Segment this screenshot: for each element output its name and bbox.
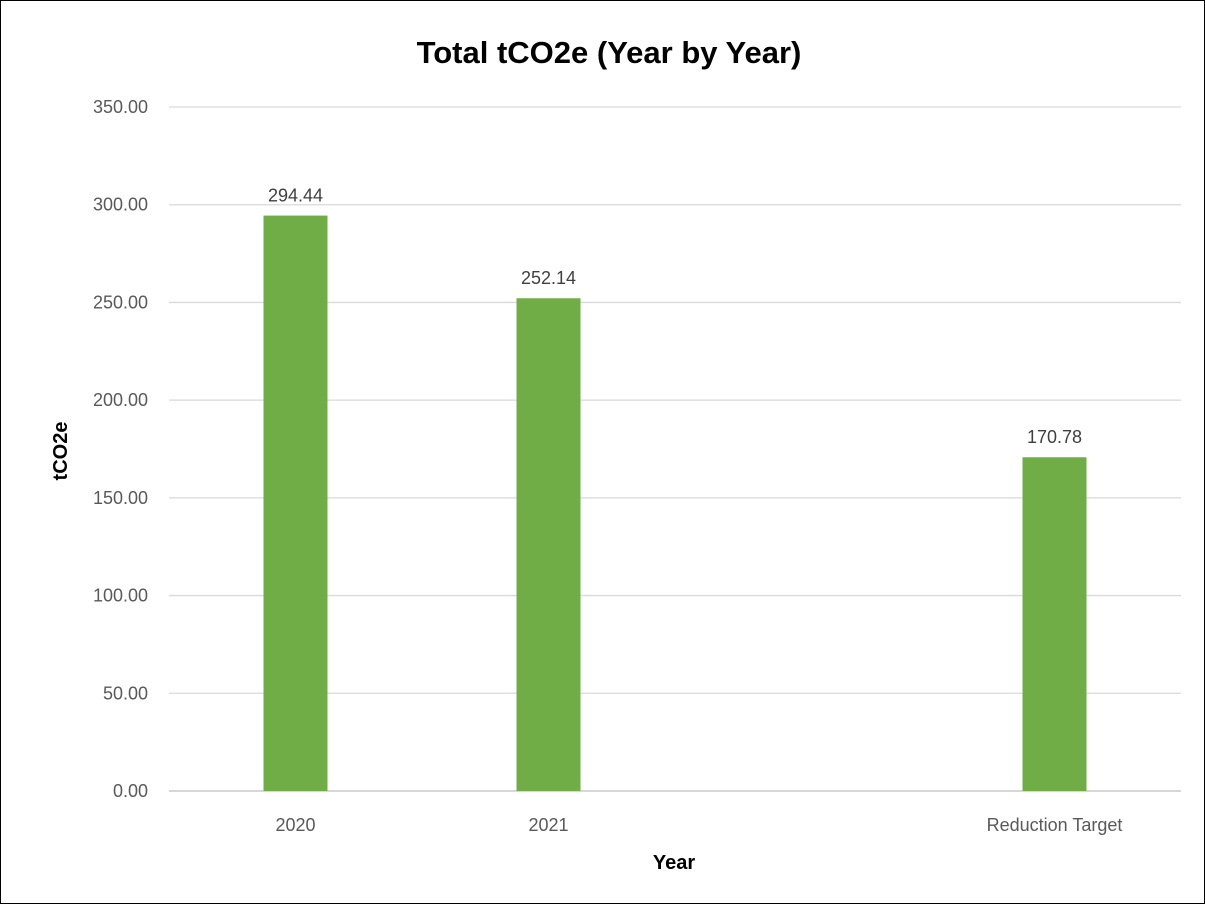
- y-tick-label: 150.00: [93, 488, 148, 508]
- x-tick-label: 2021: [528, 815, 568, 835]
- bar: [516, 298, 581, 791]
- bar: [1022, 457, 1087, 791]
- y-tick-label: 50.00: [103, 683, 148, 703]
- data-labels: 294.44 252.14 170.78: [268, 186, 1082, 448]
- x-axis-ticks: 2020 2021 Reduction Target: [275, 815, 1122, 835]
- x-axis-title: Year: [653, 852, 695, 874]
- x-tick-label: 2020: [275, 815, 315, 835]
- gridlines: [169, 106, 1181, 792]
- y-tick-label: 250.00: [93, 292, 148, 312]
- y-tick-label: 350.00: [93, 97, 148, 117]
- y-tick-label: 0.00: [113, 781, 148, 801]
- y-axis-ticks: 0.00 50.00 100.00 150.00 200.00 250.00 300.00 3…: [93, 97, 148, 801]
- bars: [263, 215, 1087, 792]
- y-tick-label: 300.00: [93, 195, 148, 215]
- bar: [263, 215, 328, 792]
- y-axis-title: tCO2e: [50, 422, 72, 481]
- data-label: 294.44: [268, 186, 323, 206]
- x-tick-label: Reduction Target: [987, 815, 1123, 835]
- y-tick-label: 200.00: [93, 390, 148, 410]
- data-label: 252.14: [521, 268, 576, 288]
- y-tick-label: 100.00: [93, 586, 148, 606]
- chart-title: Total tCO2e (Year by Year): [417, 35, 802, 70]
- data-label: 170.78: [1027, 427, 1082, 447]
